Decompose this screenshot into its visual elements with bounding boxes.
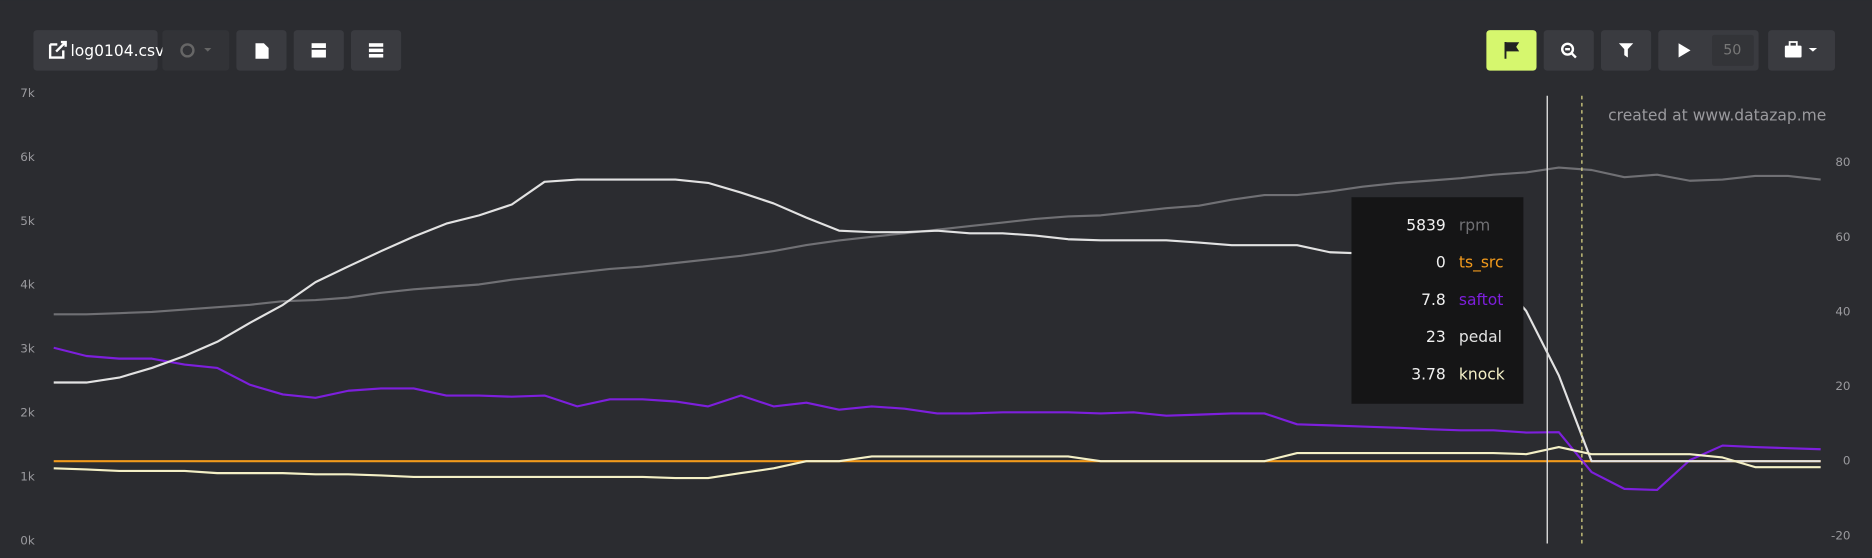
- tooltip-bg: [1351, 197, 1524, 404]
- flag-button[interactable]: [1486, 30, 1537, 71]
- y2-tick-label: 80: [1835, 155, 1850, 169]
- zoom-icon-handle: [1565, 47, 1577, 59]
- stack-button[interactable]: [351, 30, 402, 71]
- sample-count-input[interactable]: 50: [1712, 34, 1754, 66]
- stack-icon: [368, 43, 384, 47]
- caret: [1808, 47, 1818, 52]
- open-icon: [48, 40, 67, 59]
- layout-icon: [311, 43, 326, 58]
- y2-tick-label: 20: [1835, 379, 1850, 393]
- tooltip-series-name: knock: [1459, 365, 1505, 383]
- zoom-icon: [1560, 42, 1575, 56]
- tooltip-value: 0: [1436, 254, 1446, 272]
- y-tick-label: 0k: [20, 534, 35, 548]
- tooltip-value: 23: [1426, 328, 1446, 346]
- tooltip-value: 5839: [1406, 216, 1446, 234]
- y-tick-label: 2k: [20, 406, 35, 420]
- y-tick-label: 6k: [20, 150, 35, 164]
- tooltip-series-name: pedal: [1459, 328, 1502, 346]
- briefcase-handle: [1788, 41, 1798, 48]
- tooltip-value: 7.8: [1421, 291, 1446, 309]
- zoom-button[interactable]: [1543, 30, 1594, 71]
- watermark: created at www.datazap.me: [1608, 107, 1826, 125]
- layout-button[interactable]: [293, 30, 344, 71]
- y2-tick-label: -20: [1831, 528, 1850, 542]
- tooltip-series-name: saftot: [1459, 291, 1503, 309]
- y-tick-label: 3k: [20, 342, 35, 356]
- play-icon: [1678, 43, 1691, 58]
- plot: 0k 1k 2k 3k 4k 5k 6k 7k -20 0 20 40 60 80: [20, 86, 1850, 548]
- tooltip-value: 3.78: [1411, 365, 1446, 383]
- tooltip-series-name: rpm: [1459, 216, 1490, 234]
- y2-tick-label: 40: [1835, 304, 1850, 318]
- sample-count: 50: [1723, 42, 1741, 58]
- tooltip-series-name: ts_src: [1459, 254, 1504, 273]
- stack-icon: [368, 53, 384, 58]
- y-tick-label: 1k: [20, 470, 35, 484]
- tooltip: 5839 rpm 0 ts_src 7.8 saftot 23 pedal 3.78 knock: [1351, 197, 1524, 404]
- series-line: [53, 346, 1821, 492]
- y-tick-label: 4k: [20, 278, 35, 292]
- document-button[interactable]: [236, 30, 287, 71]
- layout-icon-line: [311, 47, 326, 50]
- flag-icon: [1504, 42, 1520, 59]
- y2-tick-label: 60: [1835, 230, 1850, 244]
- input-bg: [1712, 34, 1754, 66]
- stack-icon: [368, 48, 384, 53]
- y2-tick-label: 0: [1843, 454, 1851, 468]
- filter-button[interactable]: [1600, 30, 1652, 71]
- y-tick-label: 7k: [20, 86, 35, 100]
- document-icon: [255, 43, 269, 59]
- refresh-icon: [180, 43, 195, 58]
- refresh-button[interactable]: [162, 30, 230, 71]
- tools-button[interactable]: [1768, 30, 1835, 71]
- briefcase-icon: [1784, 45, 1802, 58]
- button-bg: [33, 30, 158, 71]
- filter-icon: [1618, 43, 1634, 58]
- series-line: [53, 178, 1821, 463]
- y-tick-label: 5k: [20, 214, 35, 228]
- button-bg: [162, 30, 230, 71]
- file-button[interactable]: log0104.csv: [33, 30, 164, 71]
- series-line: [53, 446, 1821, 480]
- file-name: log0104.csv: [70, 42, 164, 60]
- caret: [204, 47, 212, 52]
